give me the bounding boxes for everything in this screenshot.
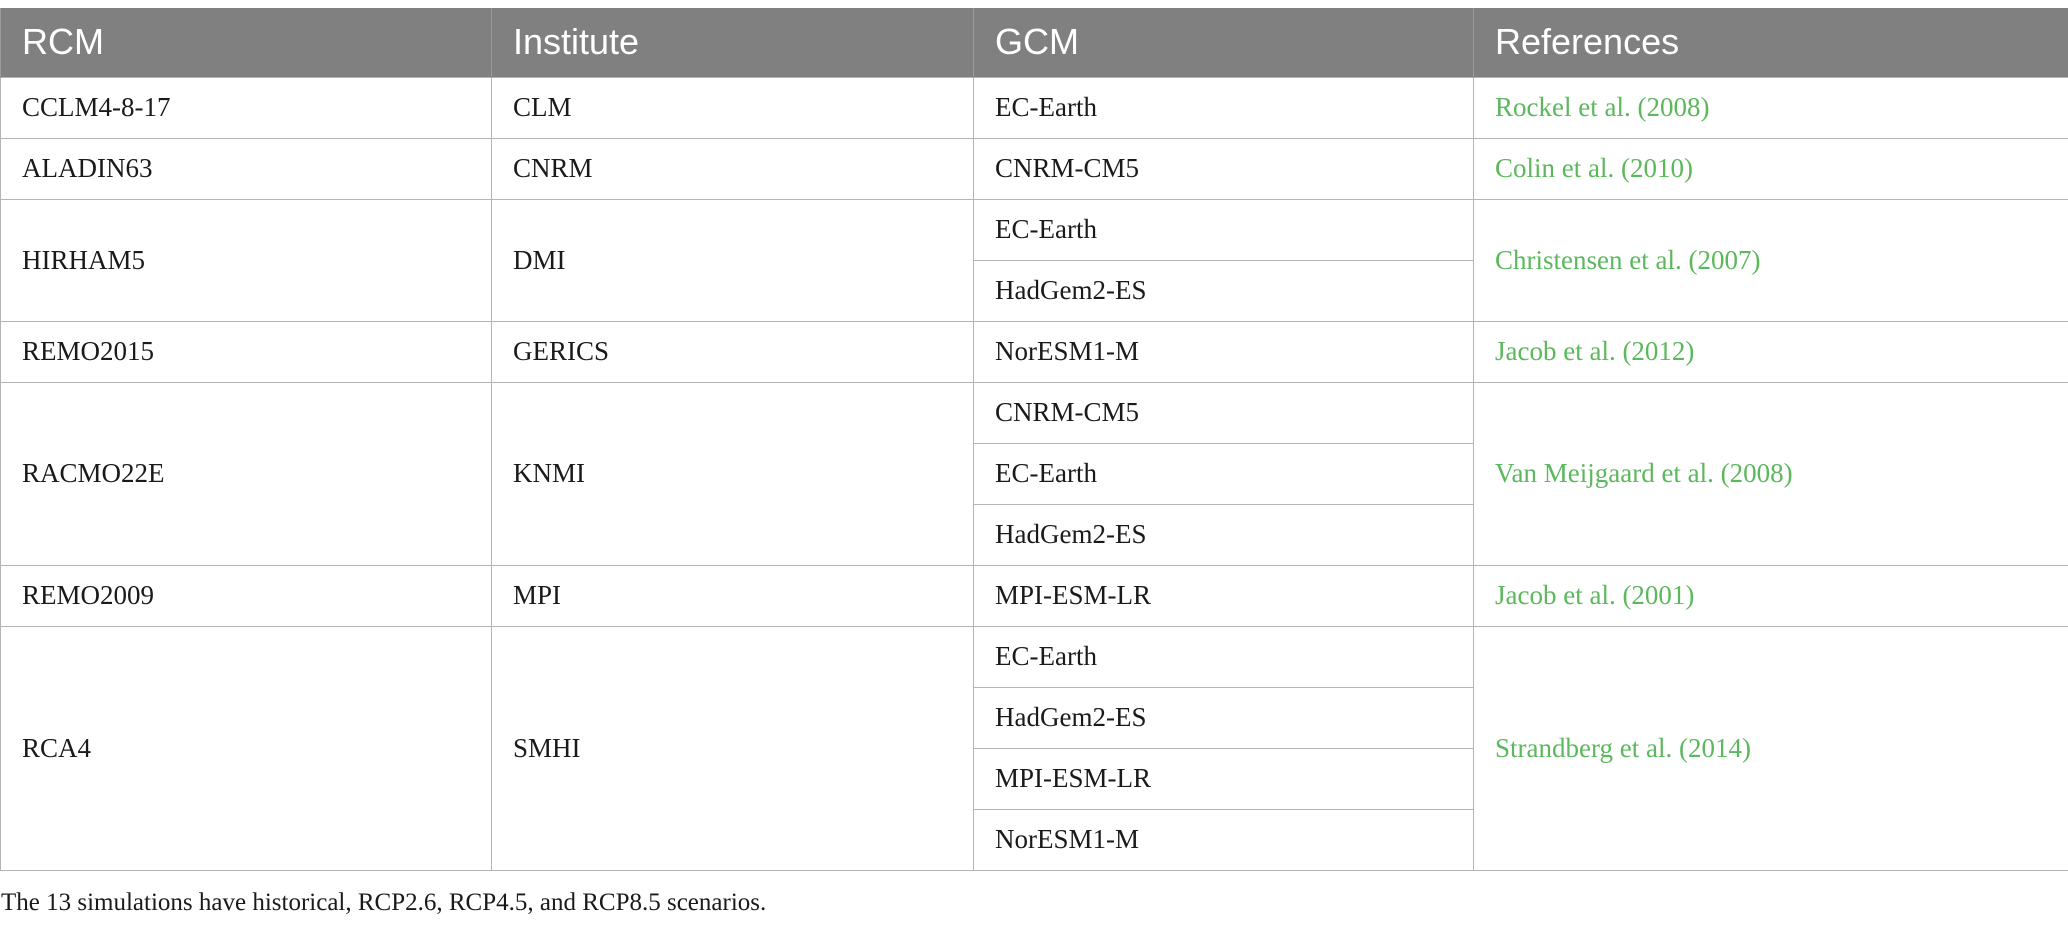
climate-models-table-container: RCM Institute GCM References CCLM4-8-17 C… <box>0 8 2068 871</box>
reference-link[interactable]: Strandberg et al. (2014) <box>1473 625 2068 871</box>
header-rcm: RCM <box>0 8 492 77</box>
gcm-cell: NorESM1-M <box>973 320 1474 383</box>
institute-cell: MPI <box>491 564 974 627</box>
gcm-cell: EC-Earth <box>973 625 1474 688</box>
table-row: REMO2009 MPI MPI-ESM-LR Jacob et al. (2001) <box>0 564 2068 627</box>
rcm-cell: RACMO22E <box>0 381 492 566</box>
table-row: HIRHAM5 DMI EC-Earth Christensen et al. (20… <box>0 198 2068 322</box>
institute-cell: GERICS <box>491 320 974 383</box>
institute-cell: KNMI <box>491 381 974 566</box>
header-references: References <box>1473 8 2068 77</box>
table-row: EC-Earth <box>1 442 2068 505</box>
table-row: RACMO22E KNMI CNRM-CM5 Van Meijgaard et al.… <box>0 381 2068 566</box>
table-row: NorESM1-M <box>1 808 2068 871</box>
rcm-cell: ALADIN63 <box>0 137 492 200</box>
gcm-cell: MPI-ESM-LR <box>973 564 1474 627</box>
header-row: RCM Institute GCM References <box>0 8 2068 77</box>
table-row: ALADIN63 CNRM CNRM-CM5 Colin et al. (2010) <box>0 137 2068 200</box>
table-header: RCM Institute GCM References <box>0 8 2068 77</box>
header-gcm: GCM <box>973 8 1474 77</box>
rcm-cell: CCLM4-8-17 <box>0 76 492 139</box>
institute-cell: DMI <box>491 198 974 322</box>
table-row: REMO2015 GERICS NorESM1-M Jacob et al. (201… <box>0 320 2068 383</box>
reference-link[interactable]: Jacob et al. (2001) <box>1473 564 2068 627</box>
table-row: HadGem2-ES <box>1 503 2068 566</box>
rcm-cell: REMO2015 <box>0 320 492 383</box>
table-row: CCLM4-8-17 CLM EC-Earth Rockel et al. (2008… <box>0 76 2068 139</box>
institute-cell: CLM <box>491 76 974 139</box>
reference-link[interactable]: Rockel et al. (2008) <box>1473 76 2068 139</box>
rcm-cell: REMO2009 <box>0 564 492 627</box>
institute-cell: SMHI <box>491 625 974 871</box>
gcm-cell: NorESM1-M <box>973 808 1474 871</box>
reference-link[interactable]: Colin et al. (2010) <box>1473 137 2068 200</box>
gcm-cell: MPI-ESM-LR <box>973 747 1474 810</box>
gcm-cell: EC-Earth <box>973 76 1474 139</box>
reference-link[interactable]: Christensen et al. (2007) <box>1473 198 2068 322</box>
institute-cell: CNRM <box>491 137 974 200</box>
gcm-cell: EC-Earth <box>973 198 1474 261</box>
gcm-cell: HadGem2-ES <box>973 503 1474 566</box>
climate-models-table: RCM Institute GCM References CCLM4-8-17 C… <box>0 8 2068 871</box>
gcm-cell: HadGem2-ES <box>973 686 1474 749</box>
gcm-cell: CNRM-CM5 <box>973 381 1474 444</box>
gcm-cell: HadGem2-ES <box>973 259 1474 322</box>
gcm-cell: CNRM-CM5 <box>973 137 1474 200</box>
reference-link[interactable]: Jacob et al. (2012) <box>1473 320 2068 383</box>
header-institute: Institute <box>491 8 974 77</box>
table-footnote: The 13 simulations have historical, RCP2… <box>1 889 767 916</box>
rcm-cell: RCA4 <box>0 625 492 871</box>
table-body: CCLM4-8-17 CLM EC-Earth Rockel et al. (2008… <box>0 76 2068 871</box>
table-row: RCA4 SMHI EC-Earth Strandberg et al. (2014) <box>0 625 2068 871</box>
gcm-cell: EC-Earth <box>973 442 1474 505</box>
table-row: HadGem2-ES <box>1 259 2068 322</box>
rcm-cell: HIRHAM5 <box>0 198 492 322</box>
reference-link[interactable]: Van Meijgaard et al. (2008) <box>1473 381 2068 566</box>
